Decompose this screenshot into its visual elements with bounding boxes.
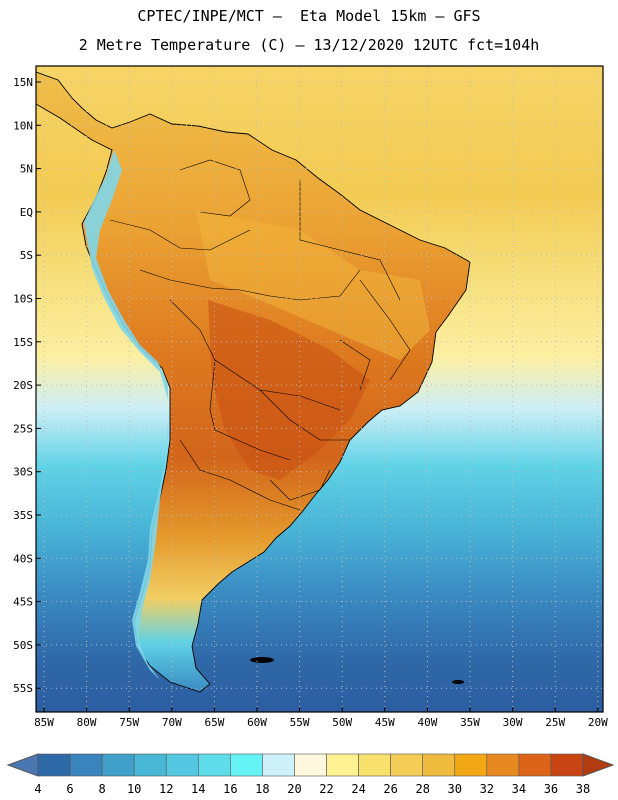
- colorbar-label: 24: [351, 782, 366, 796]
- lon-label: 85W: [34, 716, 54, 729]
- colorbar-label: 36: [543, 782, 559, 796]
- colorbar-label: 20: [287, 782, 302, 796]
- colorbar-swatch: [518, 753, 552, 777]
- lat-label: 15S: [13, 336, 33, 349]
- colorbar-label: 38: [575, 782, 591, 796]
- map-title-line2: 2 Metre Temperature (C) – 13/12/2020 12U…: [78, 36, 540, 54]
- colorbar-label: 28: [415, 782, 430, 796]
- colorbar-swatch: [390, 753, 424, 777]
- hot-spot-zone: [208, 300, 370, 480]
- lat-label: 20S: [13, 379, 33, 392]
- lat-label: 25S: [13, 422, 33, 435]
- colorbar-arrow-low: [6, 753, 39, 777]
- lon-label: 75W: [119, 716, 139, 729]
- lat-label: 40S: [13, 552, 33, 565]
- lat-label: 5S: [20, 249, 33, 262]
- lat-label: 10S: [13, 293, 33, 306]
- colorbar-label: 26: [383, 782, 398, 796]
- lon-label: 50W: [332, 716, 352, 729]
- colorbar-swatch: [422, 753, 456, 777]
- islands: [250, 657, 464, 684]
- colorbar-label: 12: [159, 782, 174, 796]
- lat-label: 5N: [20, 163, 33, 176]
- map-title-line1: CPTEC/INPE/MCT – Eta Model 15km – GFS: [137, 7, 481, 25]
- amazon-warm-zone: [196, 210, 430, 360]
- colorbar-label: 18: [255, 782, 270, 796]
- lat-label: EQ: [20, 206, 33, 219]
- lat-label: 35S: [13, 509, 33, 522]
- colorbar-label: 14: [191, 782, 206, 796]
- colorbar-swatch: [69, 753, 103, 777]
- colorbar-label: 8: [98, 782, 106, 796]
- colorbar-swatch: [133, 753, 167, 777]
- colorbar-swatch: [37, 753, 71, 777]
- colorbar-swatch: [197, 753, 231, 777]
- lon-label: 25W: [545, 716, 565, 729]
- lon-label: 45W: [375, 716, 395, 729]
- longitude-axis: 85W 80W 75W 70W 65W 60W 55W 50W 45W 40W 35W 30W 25W 2…: [34, 707, 608, 729]
- lon-label: 55W: [290, 716, 310, 729]
- lon-label: 80W: [77, 716, 97, 729]
- colorbar-label: 16: [223, 782, 238, 796]
- lon-label: 40W: [417, 716, 437, 729]
- colorbar-swatch: [262, 753, 295, 777]
- lon-label: 35W: [460, 716, 480, 729]
- colorbar-label: 30: [447, 782, 462, 796]
- colorbar: [6, 753, 615, 777]
- colorbar-label: 22: [319, 782, 334, 796]
- colorbar-swatch: [486, 753, 520, 777]
- lon-label: 30W: [503, 716, 523, 729]
- lon-label: 70W: [162, 716, 182, 729]
- lat-label: 55S: [13, 682, 33, 695]
- colorbar-label: 6: [66, 782, 74, 796]
- colorbar-swatch: [294, 753, 327, 777]
- colorbar-label: 4: [34, 782, 42, 796]
- colorbar-label: 34: [511, 782, 527, 796]
- colorbar-swatch: [165, 753, 199, 777]
- colorbar-arrow-high: [582, 753, 615, 777]
- lat-label: 50S: [13, 639, 33, 652]
- lon-label: 65W: [204, 716, 224, 729]
- latitude-axis: 15N 10N 5N EQ 5S 10S 15S 20S 25S 30S 35S 40S 45S 50S 5…: [13, 76, 41, 695]
- andes-cold-band: [84, 150, 168, 680]
- colorbar-swatch: [101, 753, 135, 777]
- lat-label: 30S: [13, 466, 33, 479]
- colorbar-swatch: [454, 753, 488, 777]
- lat-label: 15N: [13, 76, 33, 89]
- colorbar-swatch: [326, 753, 359, 777]
- lon-label: 20W: [588, 716, 608, 729]
- map-frame: [35, 65, 604, 713]
- colorbar-label: 10: [126, 782, 142, 796]
- lat-label: 10N: [13, 119, 33, 132]
- lon-label: 60W: [247, 716, 267, 729]
- colorbar-label: 32: [479, 782, 495, 796]
- colorbar-swatch: [550, 753, 584, 777]
- colorbar-swatch: [358, 753, 391, 777]
- colorbar-swatch: [230, 753, 263, 777]
- lat-label: 45S: [13, 596, 33, 609]
